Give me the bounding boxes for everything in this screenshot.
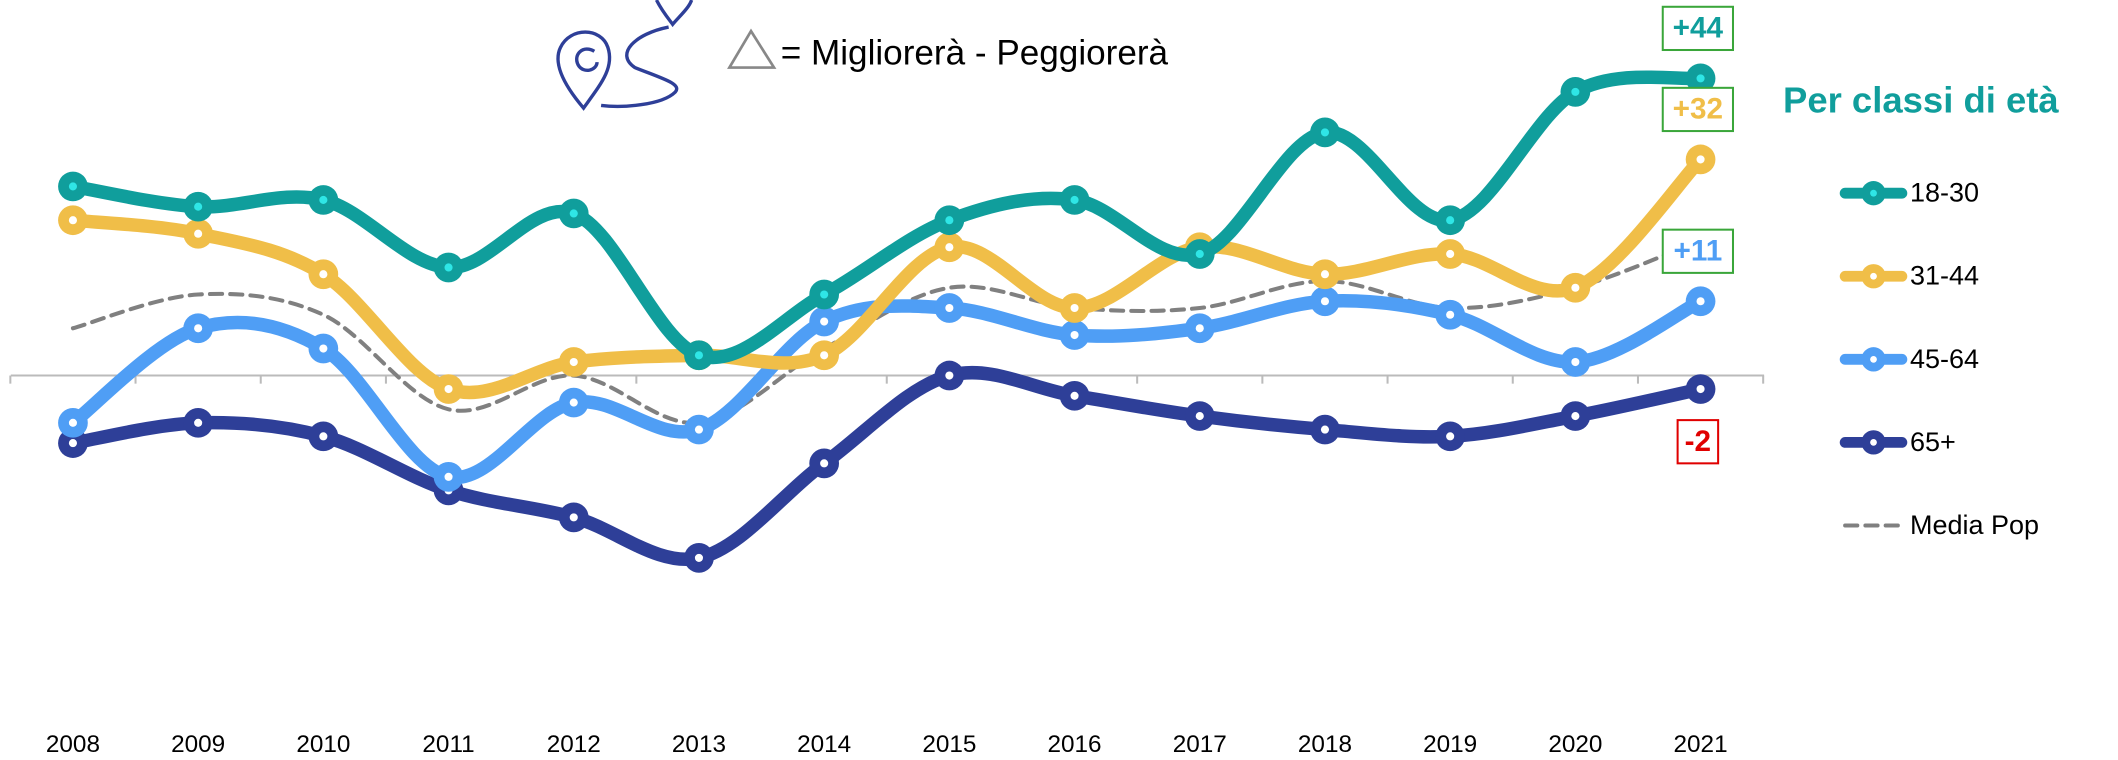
label-box [1661, 5, 1735, 52]
label-box [1661, 228, 1735, 274]
marker-dot [194, 418, 203, 427]
marker-dot [194, 229, 203, 238]
legend-marker-dot [1870, 439, 1877, 446]
marker-dot [319, 432, 328, 441]
marker-dot [1195, 324, 1204, 333]
marker-dot [319, 270, 328, 279]
series [58, 63, 1716, 371]
x-tick-label: 2013 [672, 731, 726, 758]
series [58, 144, 1716, 404]
legend-title: Per classi di età [1783, 79, 2059, 120]
marker-dot [1571, 357, 1580, 367]
marker-dot [1571, 412, 1580, 421]
legend-marker-dot [1870, 355, 1877, 363]
marker-dot [68, 439, 77, 448]
marker-dot [1070, 195, 1079, 204]
marker-dot [444, 384, 453, 394]
label-box [1661, 86, 1735, 133]
marker-dot [68, 418, 77, 427]
marker-dot [1696, 74, 1705, 83]
marker-dot [1195, 412, 1204, 421]
series [58, 360, 1716, 573]
x-tick-label: 2019 [1423, 731, 1477, 758]
marker-dot [1070, 330, 1079, 340]
legend-label: 45-64 [1910, 344, 1979, 374]
marker-dot [694, 425, 704, 434]
marker-dot [68, 216, 77, 225]
marker-dot [694, 351, 704, 360]
marker-dot [945, 243, 954, 252]
x-tick-label: 2020 [1548, 731, 1602, 758]
legend-marker-dot [1870, 272, 1877, 280]
data-label: +32 [1673, 93, 1723, 126]
x-tick-label: 2012 [547, 731, 601, 758]
marker-dot [1320, 128, 1330, 137]
marker-dot [68, 182, 77, 191]
marker-dot [1320, 297, 1330, 306]
x-tick-label: 2016 [1048, 731, 1102, 758]
marker-dot [1696, 155, 1705, 164]
marker-dot [820, 459, 829, 468]
x-tick-label: 2009 [171, 731, 225, 758]
marker-dot [444, 263, 453, 272]
legend-label: 65+ [1910, 427, 1956, 457]
x-tick-label: 2017 [1173, 731, 1227, 758]
marker-dot [569, 209, 578, 218]
marker-dot [569, 513, 578, 522]
marker-dot [1571, 283, 1580, 292]
marker-dot [444, 472, 453, 481]
x-tick-label: 2014 [797, 731, 851, 758]
marker-dot [1571, 87, 1580, 96]
marker-dot [820, 351, 829, 360]
marker-dot [1696, 297, 1705, 306]
marker-dot [1320, 270, 1330, 279]
marker-dot [1070, 303, 1079, 313]
marker-dot [694, 553, 704, 562]
x-tick-label: 2021 [1674, 731, 1728, 758]
marker-dot [1195, 249, 1204, 259]
legend-label: 18-30 [1910, 178, 1979, 208]
marker-dot [945, 216, 954, 225]
marker-dot [945, 371, 954, 380]
x-tick-label: 2011 [422, 731, 474, 758]
marker-dot [1446, 432, 1455, 441]
series [58, 286, 1716, 492]
marker-dot [319, 344, 328, 353]
marker-dot [194, 202, 203, 211]
data-label: +11 [1673, 234, 1722, 267]
marker-dot [1446, 216, 1455, 225]
x-tick-label: 2010 [296, 731, 350, 758]
line [66, 365, 1708, 566]
marker-dot [569, 398, 578, 407]
legend-label: 31-44 [1910, 261, 1979, 291]
marker-dot [820, 290, 829, 299]
marker-dot [1070, 391, 1079, 400]
marker-dot [1446, 310, 1455, 319]
triangle-icon [727, 28, 777, 69]
data-label: +44 [1673, 12, 1724, 45]
label-box [1676, 419, 1720, 465]
line [66, 294, 1708, 485]
x-tick-label: 2018 [1298, 731, 1352, 758]
marker-dot [1446, 249, 1455, 259]
legend-label: Media Pop [1910, 510, 2039, 540]
marker-dot [820, 317, 829, 326]
logo [556, 0, 694, 111]
legend-marker-dot [1870, 189, 1877, 197]
marker-dot [194, 324, 203, 333]
data-label: -2 [1685, 425, 1711, 458]
x-tick-label: 2008 [46, 731, 100, 758]
marker-dot [1696, 384, 1705, 394]
marker-dot [945, 303, 954, 313]
marker-dot [1320, 425, 1330, 434]
chart-title: = Migliorerà - Peggiorerà [781, 34, 1169, 73]
marker-dot [569, 357, 578, 367]
marker-dot [319, 195, 328, 204]
x-tick-label: 2015 [922, 731, 976, 758]
